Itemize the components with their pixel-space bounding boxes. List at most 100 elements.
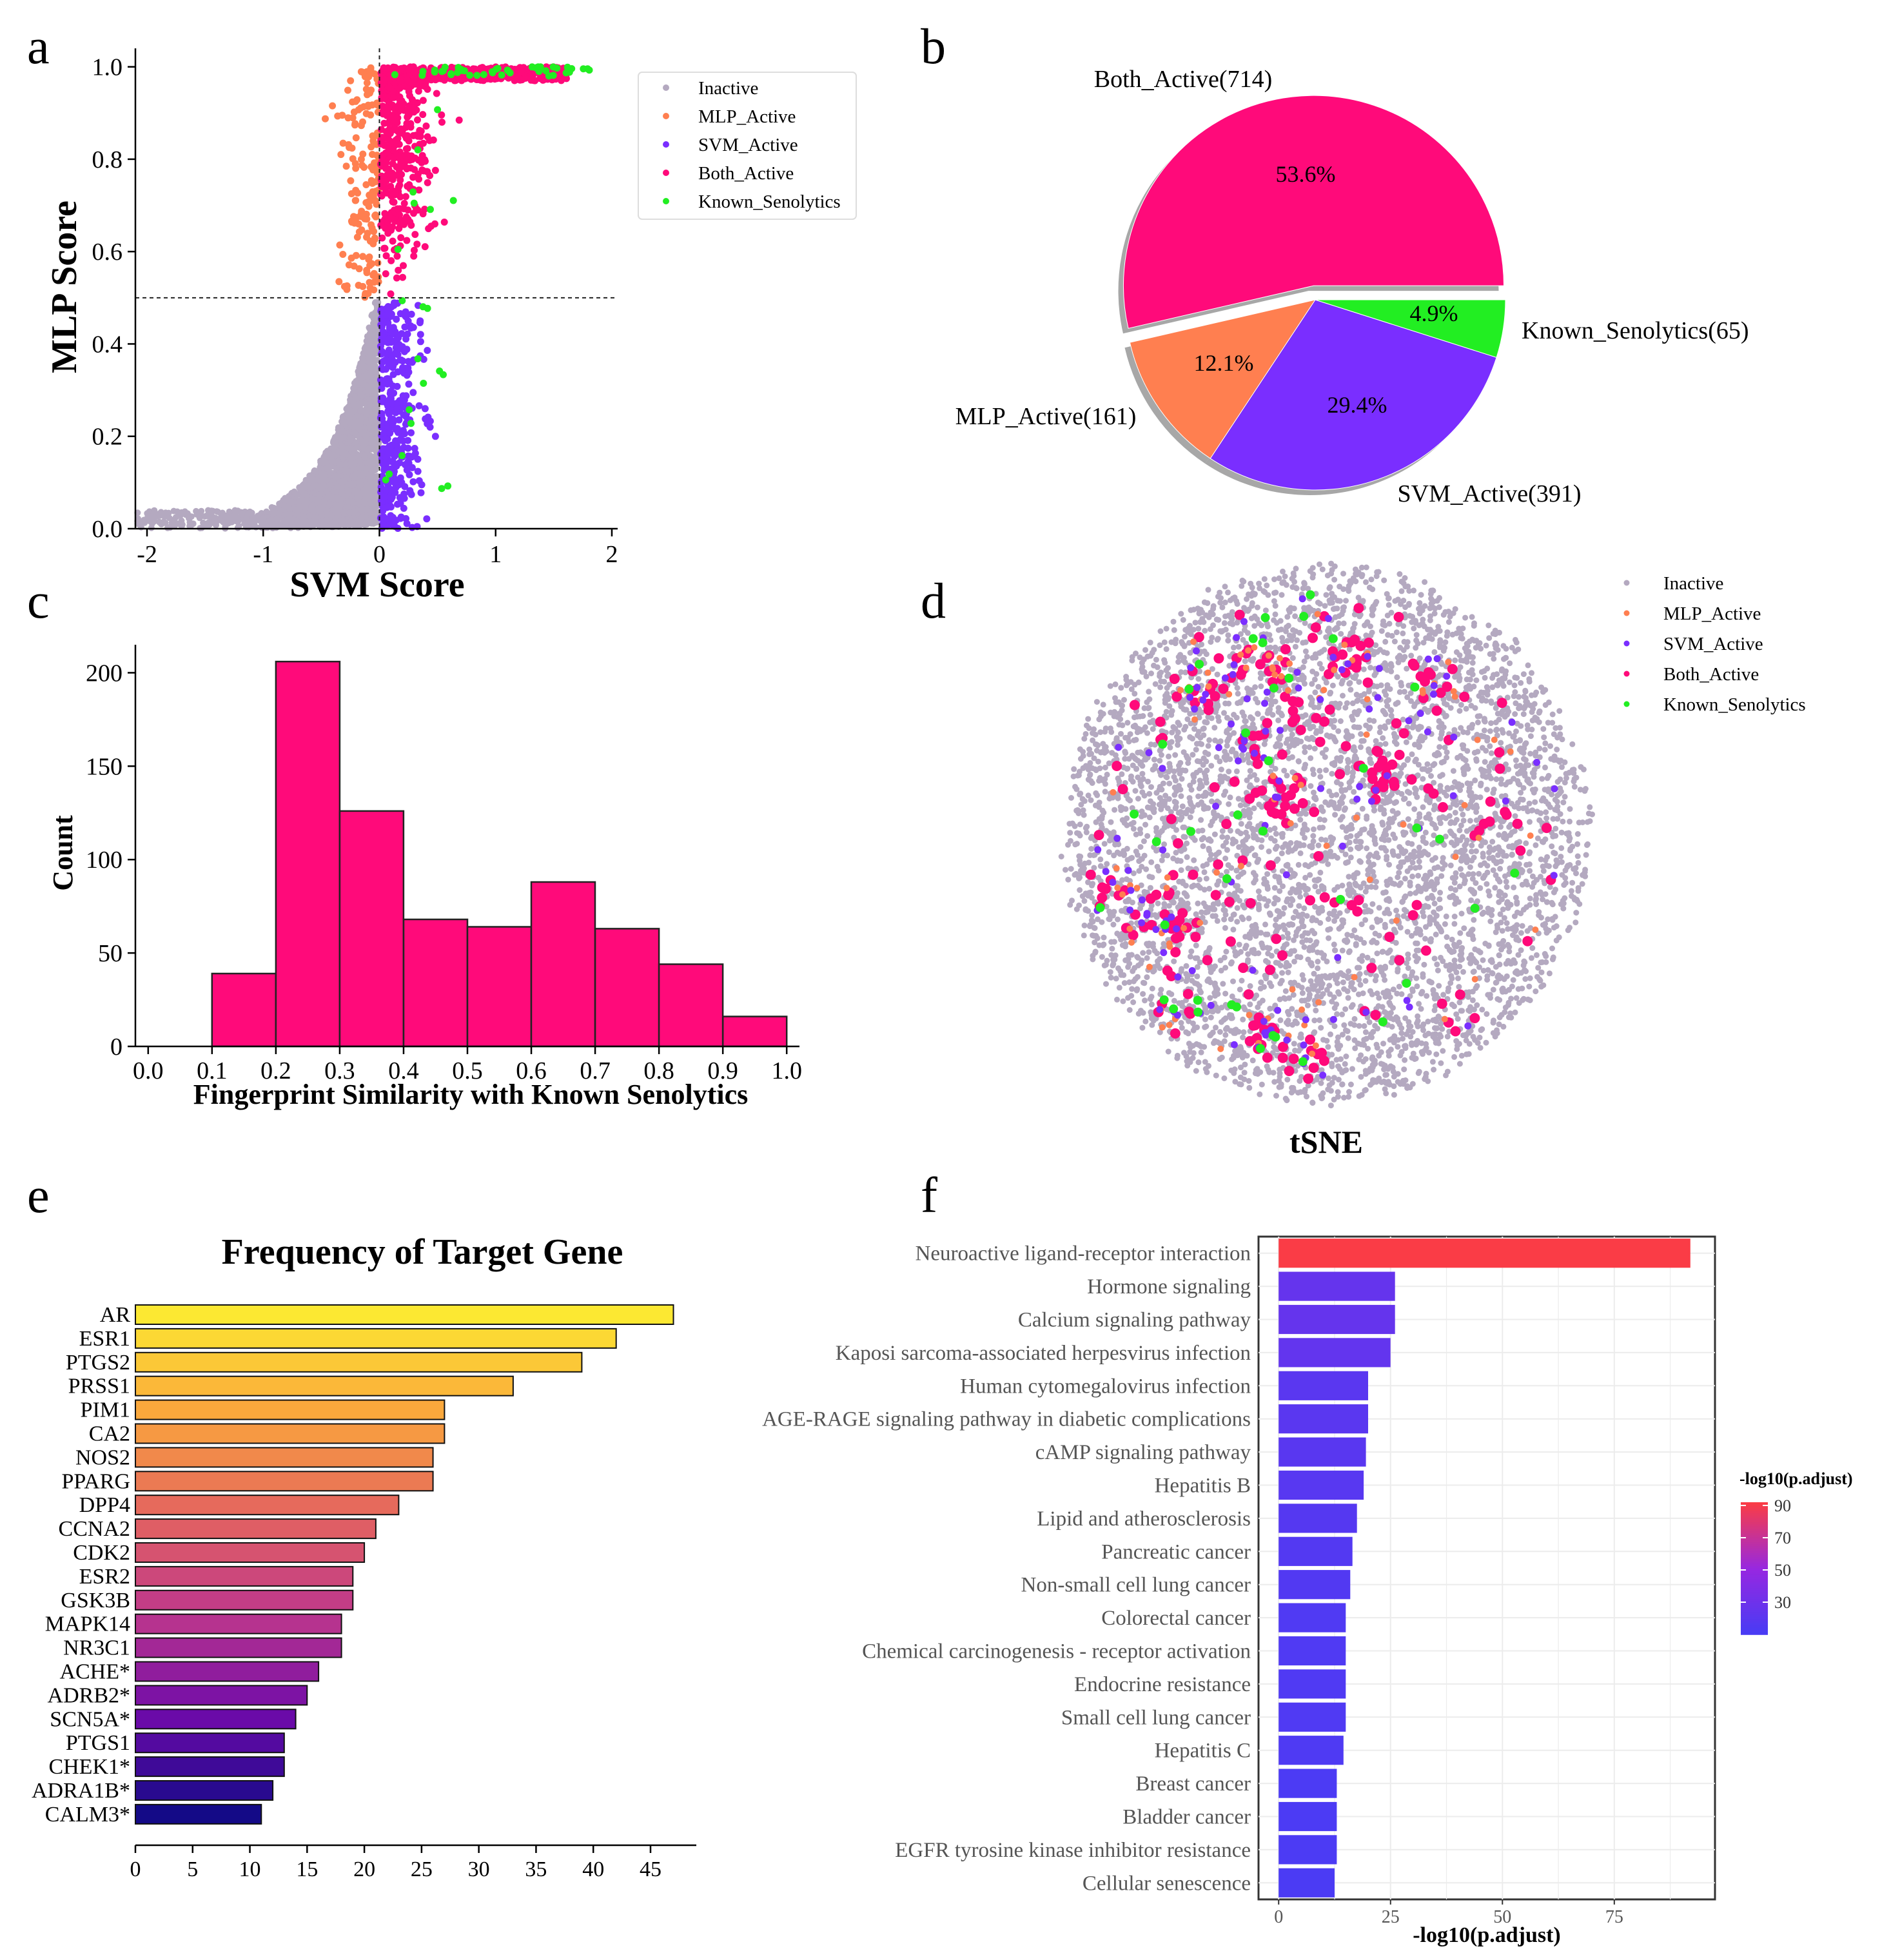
both-active-point	[420, 139, 427, 147]
tsne-inactive-point	[1124, 720, 1131, 726]
inactive-point	[348, 460, 355, 467]
both-active-point	[415, 87, 422, 95]
tsne-inactive-point	[1467, 864, 1473, 870]
inactive-point	[208, 519, 215, 526]
known-senolytic-point	[455, 64, 462, 72]
inactive-point	[351, 446, 358, 453]
both-active-point	[397, 77, 404, 85]
tsne-inactive-point	[1140, 979, 1146, 986]
tsne-inactive-point	[1249, 1057, 1256, 1064]
inactive-point	[200, 519, 207, 526]
tsne-inactive-point	[1291, 958, 1297, 965]
mlp-active-point	[329, 102, 337, 110]
pie-label-svm: SVM_Active(391)	[1398, 480, 1582, 507]
tsne-inactive-point	[1459, 945, 1465, 951]
tsne-inactive-point	[1484, 881, 1490, 887]
mlp-active-point	[352, 197, 360, 204]
tsne-inactive-point	[1376, 905, 1382, 911]
inactive-point	[315, 506, 322, 513]
legend-label: Both_Active	[698, 163, 794, 184]
mlp-active-point	[362, 181, 370, 188]
mlp-active-point	[359, 150, 367, 158]
svm-active-point	[409, 478, 417, 485]
panel-b-slices	[1118, 95, 1506, 496]
tsne-inactive-point	[1496, 832, 1502, 838]
both-active-point	[411, 75, 418, 83]
tsne-inactive-point	[1312, 883, 1318, 890]
tsne-inactive-point	[1097, 856, 1104, 863]
tsne-inactive-point	[1547, 884, 1553, 890]
mlp-active-point	[348, 190, 355, 197]
inactive-point	[302, 484, 309, 491]
mlp-active-point	[369, 166, 377, 173]
histogram-bar	[594, 928, 660, 1048]
tsne-inactive-point	[1351, 789, 1357, 795]
svm-active-point	[388, 516, 396, 524]
both-active-point	[392, 138, 400, 146]
tsne-inactive-point	[1526, 983, 1533, 990]
both-active-point	[380, 119, 388, 127]
svm-active-point	[390, 486, 398, 494]
tsne-inactive-point	[1444, 934, 1450, 940]
inactive-point	[327, 511, 334, 518]
mlp-active-point	[366, 262, 374, 270]
mlp-active-point	[334, 112, 342, 120]
tsne-inactive-point	[1421, 961, 1427, 968]
tsne-inactive-point	[1239, 752, 1245, 758]
svm-active-point	[409, 389, 417, 397]
panel-letter-a: a	[27, 18, 50, 74]
tsne-inactive-point	[1339, 1011, 1346, 1017]
tsne-inactive-point	[1114, 996, 1120, 1003]
inactive-point	[300, 513, 308, 520]
mlp-active-point	[363, 269, 371, 277]
tsne-inactive-point	[1543, 809, 1549, 816]
both-active-point	[385, 145, 393, 153]
known-senolytic-point	[407, 420, 415, 427]
inactive-point	[148, 524, 155, 531]
both-active-point	[389, 113, 397, 121]
both-active-point	[471, 65, 479, 73]
tsne-inactive-point	[1513, 757, 1519, 763]
known-senolytic-point	[444, 482, 452, 490]
inactive-point	[358, 507, 365, 514]
histogram-bar	[402, 918, 469, 1048]
mlp-active-point	[366, 253, 373, 261]
known-senolytic-point	[436, 368, 444, 375]
tsne-inactive-point	[1511, 884, 1517, 890]
panel-letter-e: e	[27, 1167, 50, 1223]
legend-marker	[663, 141, 669, 148]
svm-active-point	[392, 437, 399, 445]
inactive-point	[346, 418, 353, 426]
tsne-inactive-point	[1221, 1075, 1228, 1081]
known-senolytic-point	[549, 63, 557, 71]
mlp-active-point	[365, 198, 373, 206]
histogram-bar	[658, 963, 724, 1048]
pie-label-known: Known_Senolytics(65)	[1522, 317, 1749, 344]
inactive-point	[324, 447, 331, 455]
both-active-point	[389, 223, 397, 231]
known-senolytic-point	[488, 68, 496, 75]
histogram-bar	[721, 1015, 788, 1048]
tsne-inactive-point	[1235, 643, 1242, 650]
both-active-point	[390, 93, 398, 101]
tsne-inactive-point	[1520, 711, 1527, 718]
tsne-inactive-point	[1461, 925, 1467, 932]
inactive-point	[238, 511, 245, 518]
tsne-inactive-point	[1132, 788, 1139, 794]
svm-active-point	[402, 413, 410, 420]
y-tick-label: 0.2	[92, 424, 123, 451]
tsne-inactive-point	[1544, 854, 1551, 860]
both-active-point	[415, 156, 422, 164]
tsne-inactive-point	[1144, 974, 1150, 981]
both-active-point	[400, 220, 407, 228]
tsne-inactive-point	[1163, 646, 1170, 652]
mlp-active-point	[342, 162, 350, 170]
tsne-inactive-point	[1451, 921, 1458, 927]
svm-active-point	[405, 368, 413, 376]
mlp-active-point	[359, 282, 367, 290]
tsne-inactive-point	[1559, 764, 1565, 770]
both-active-point	[419, 210, 427, 218]
panel-letter-f: f	[921, 1167, 937, 1223]
inactive-point	[320, 482, 328, 489]
tsne-inactive-point	[1402, 876, 1408, 882]
